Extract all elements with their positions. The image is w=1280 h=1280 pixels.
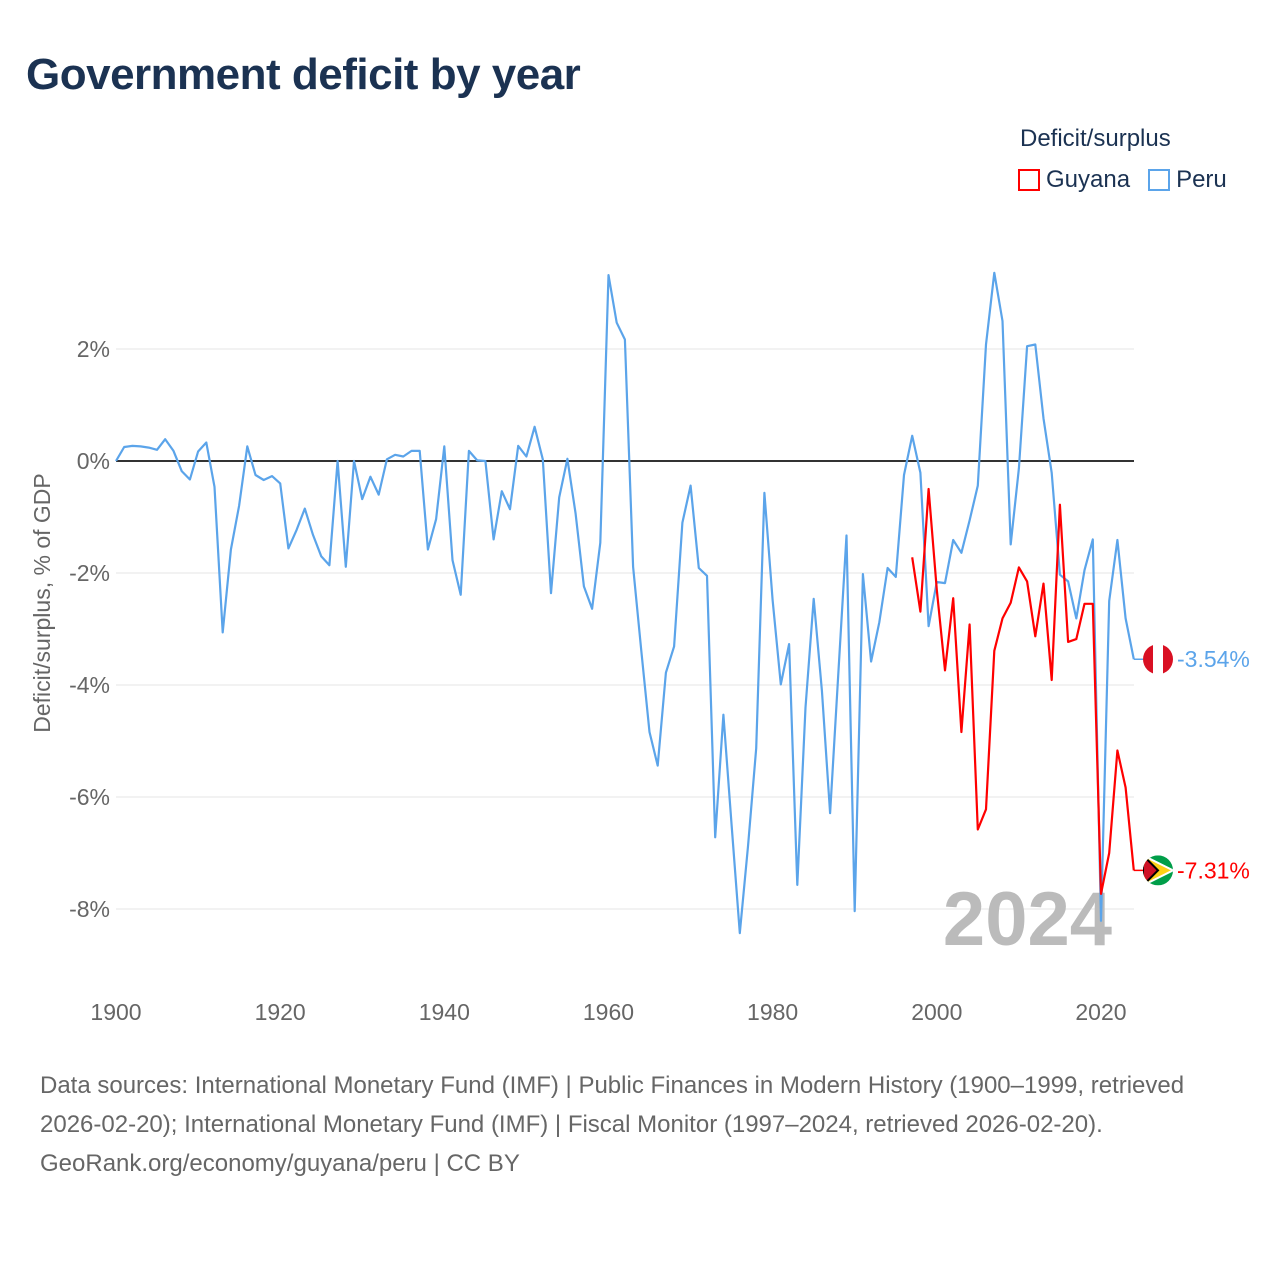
y-tick-label: -4%: [69, 672, 110, 698]
end-value-label-peru: -3.54%: [1177, 646, 1250, 672]
x-tick-label: 1980: [747, 999, 798, 1025]
year-watermark: 2024: [943, 877, 1112, 962]
page-title: Government deficit by year: [26, 50, 581, 99]
footer: Data sources: International Monetary Fun…: [40, 1066, 1240, 1183]
y-tick-label: 2%: [77, 336, 110, 362]
y-axis-label: Deficit/surplus, % of GDP: [29, 473, 55, 732]
legend-title: Deficit/surplus: [1020, 125, 1171, 152]
legend-label: Peru: [1176, 166, 1227, 193]
x-tick-label: 1940: [419, 999, 470, 1025]
legend-swatch-guyana: [1018, 169, 1040, 191]
y-tick-label: 0%: [77, 448, 110, 474]
series-line-guyana: [911, 487, 1135, 896]
y-tick-label: -2%: [69, 560, 110, 586]
legend: Guyana Peru: [1018, 166, 1227, 194]
legend-label: Guyana: [1046, 166, 1131, 193]
x-tick-label: 1920: [255, 999, 306, 1025]
x-tick-label: 2020: [1075, 999, 1126, 1025]
series-line-peru: [115, 271, 1135, 935]
legend-swatch-peru: [1148, 169, 1171, 191]
y-tick-label: -8%: [69, 896, 110, 922]
credit-link[interactable]: GeoRank.org/economy/guyana/peru | CC BY: [40, 1150, 520, 1177]
x-tick-label: 2000: [911, 999, 962, 1025]
x-tick-label: 1900: [90, 999, 141, 1025]
legend-item-peru[interactable]: Peru: [1148, 166, 1227, 194]
flag-peru-icon: [1143, 644, 1173, 675]
y-tick-label: -6%: [69, 784, 110, 810]
x-tick-label: 1960: [583, 999, 634, 1025]
flag-guyana-icon: [1143, 855, 1173, 886]
end-value-label-guyana: -7.31%: [1177, 857, 1250, 883]
data-sources: Data sources: International Monetary Fun…: [40, 1072, 1185, 1138]
legend-item-guyana[interactable]: Guyana: [1018, 166, 1130, 194]
